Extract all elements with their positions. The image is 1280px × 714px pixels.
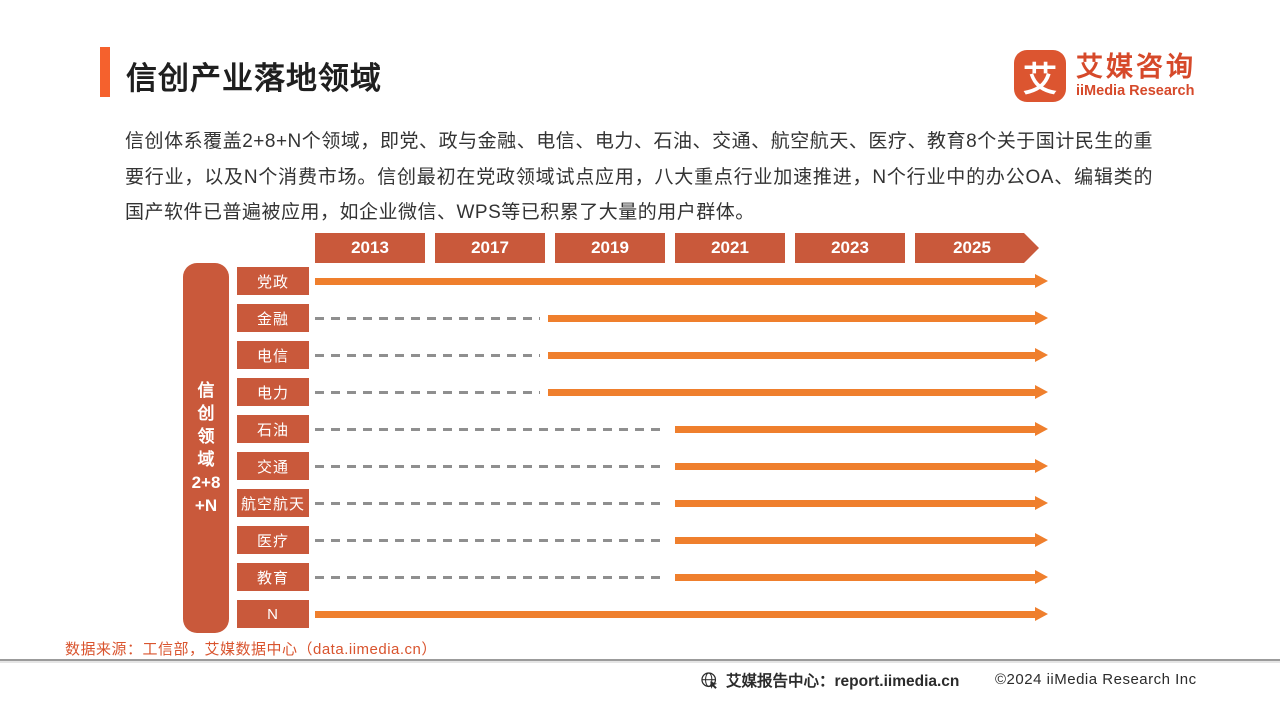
row-label: 金融 [237,304,309,332]
year-box-2021: 2021 [675,233,785,263]
year-box-2017: 2017 [435,233,545,263]
row-label: 电力 [237,378,309,406]
timeline-row-dianxin: 电信 [237,337,1067,374]
intro-paragraph: 信创体系覆盖2+8+N个领域，即党、政与金融、电信、电力、石油、交通、航空航天、… [125,131,1153,223]
title-accent-bar [100,47,110,97]
row-arrow-segment [675,533,1048,547]
axis-label-line: 创 [197,404,215,423]
timeline-row-jiaotong: 交通 [237,448,1067,485]
report-center-text: 艾媒报告中心：report.iimedia.cn [726,673,960,690]
row-label: 电信 [237,341,309,369]
row-dashed-segment [315,317,540,320]
axis-label-line: 2+8 [191,473,221,492]
year-box-2025-arrow: 2025 [915,233,1039,263]
row-arrow-segment [315,274,1048,288]
page-title: 信创产业落地领域 [126,61,382,96]
row-arrow-segment [548,385,1048,399]
timeline-row-dianli: 电力 [237,374,1067,411]
axis-label-line: 信 [197,381,215,400]
data-source-note: 数据来源：工信部，艾媒数据中心（data.iimedia.cn） [65,641,437,658]
row-label: N [237,600,309,628]
row-label: 党政 [237,267,309,295]
axis-label-line: 领 [197,427,215,446]
row-arrow-segment [548,348,1048,362]
timeline-row-yiliao: 医疗 [237,522,1067,559]
row-dashed-segment [315,391,540,394]
logo-name-cn: 艾媒咨询 [1076,51,1196,82]
row-dashed-segment [315,502,667,505]
row-arrow-segment [315,607,1048,621]
row-dashed-segment [315,354,540,357]
footer-divider [0,659,1280,661]
logo-text: 艾媒咨询 iiMedia Research [1076,51,1196,99]
row-dashed-segment [315,465,667,468]
row-dashed-segment [315,576,667,579]
iimedia-logo-icon: 艾 [1014,50,1066,102]
logo-name-en: iiMedia Research [1076,82,1195,99]
axis-label-line: 域 [197,450,215,469]
footer-copyright: ©2024 iiMedia Research Inc [995,671,1197,688]
row-label: 医疗 [237,526,309,554]
timeline-row-jiaoyu: 教育 [237,559,1067,596]
row-dashed-segment [315,539,667,542]
iimedia-logo: 艾 艾媒咨询 iiMedia Research [1014,50,1196,102]
row-arrow-segment [675,422,1048,436]
row-dashed-segment [315,428,667,431]
row-label: 航空航天 [237,489,309,517]
row-arrow-segment [675,570,1048,584]
axis-label-line: +N [194,496,218,515]
year-box-2023: 2023 [795,233,905,263]
timeline-row-dangzheng: 党政 [237,263,1067,300]
timeline-row-hangkonghangtian: 航空航天 [237,485,1067,522]
year-box-2013: 2013 [315,233,425,263]
year-box-2019: 2019 [555,233,665,263]
row-label: 教育 [237,563,309,591]
timeline-row-shiyou: 石油 [237,411,1067,448]
row-label: 交通 [237,452,309,480]
row-arrow-segment [675,459,1048,473]
globe-cursor-icon [701,671,718,689]
timeline-row-n: N [237,596,1067,633]
row-arrow-segment [675,496,1048,510]
row-label: 石油 [237,415,309,443]
timeline-year-axis: 2013 2017 2019 2021 2023 2025 [315,233,1039,263]
timeline-row-jinrong: 金融 [237,300,1067,337]
row-arrow-segment [548,311,1048,325]
timeline-rows: 党政 金融 电信 电力 石油 交通 航空 [237,263,1067,633]
axis-label-bar: 信 创 领 域 2+8 +N [183,263,229,633]
footer-report-center: 艾媒报告中心：report.iimedia.cn [700,669,959,691]
